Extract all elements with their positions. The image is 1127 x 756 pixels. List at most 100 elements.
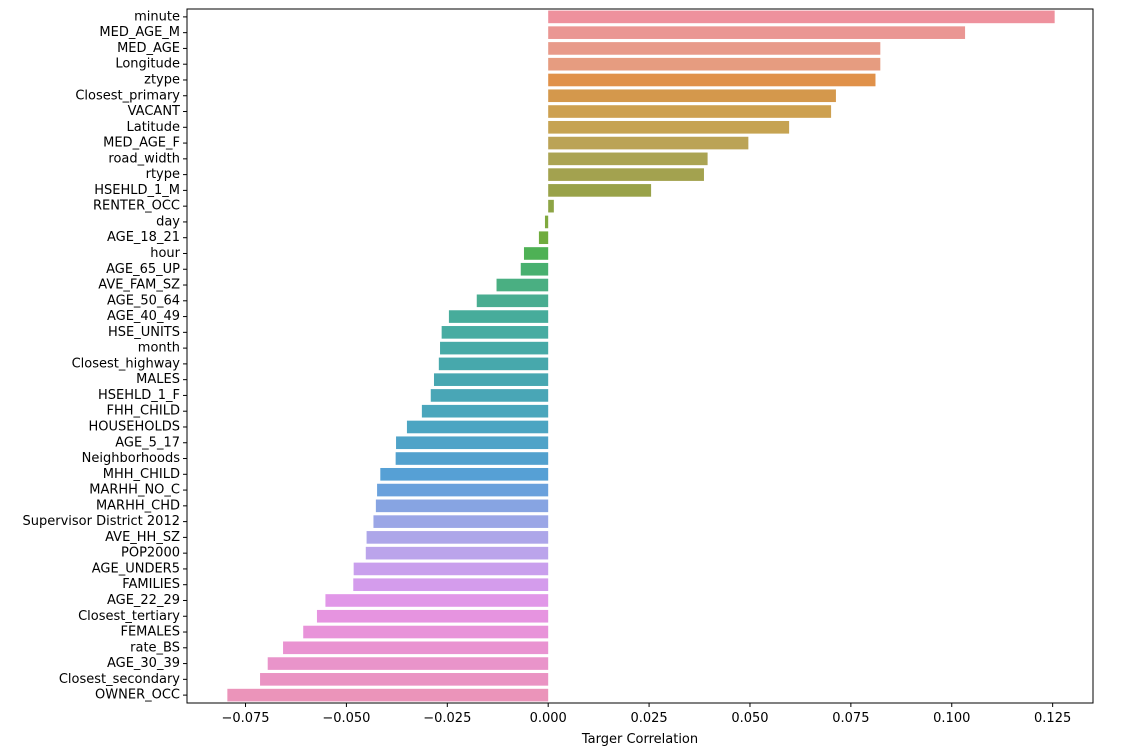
bar [325, 594, 549, 607]
bar [544, 215, 549, 229]
plot-frame [186, 8, 1094, 704]
bar [548, 136, 749, 150]
y-tick-label: MALES [136, 372, 180, 387]
x-axis-label: Targer Correlation [581, 732, 698, 747]
bar [440, 341, 549, 355]
y-tick-label: AGE_18_21 [107, 230, 180, 245]
bar [548, 57, 881, 71]
x-tick-label: 0.025 [630, 711, 667, 726]
bar [548, 168, 704, 181]
y-tick-label: MARHH_CHD [96, 498, 180, 513]
y-tick-label: HSE_UNITS [108, 325, 180, 340]
bar [395, 452, 549, 465]
y-tick-label: FHH_CHILD [107, 404, 180, 419]
y-tick-label: day [156, 214, 180, 229]
y-tick-label: AGE_50_64 [107, 293, 180, 308]
y-tick-label: ztype [144, 72, 180, 87]
bar [375, 499, 549, 513]
y-tick-label: MHH_CHILD [103, 467, 180, 482]
bar [548, 89, 836, 103]
y-tick-label: HSEHLD_1_M [94, 183, 180, 198]
y-tick-label: Supervisor District 2012 [22, 514, 180, 529]
bar [433, 373, 549, 386]
bar [283, 641, 549, 655]
bars-group [227, 10, 1055, 702]
y-tick-label: minute [134, 9, 180, 24]
y-tick-label: Neighborhoods [82, 451, 181, 466]
y-tick-label: Latitude [126, 120, 180, 135]
bar [303, 625, 549, 639]
bar [548, 184, 652, 197]
bar [316, 609, 549, 623]
y-tick-label: hour [150, 246, 180, 261]
x-tick-label: 0.125 [1034, 711, 1071, 726]
y-tick-label: road_width [108, 151, 180, 166]
bar [548, 120, 790, 134]
bar [267, 657, 549, 670]
bar [548, 105, 832, 118]
x-tick-label: −0.075 [221, 711, 269, 726]
bar [438, 357, 549, 371]
y-tick-label: AGE_UNDER5 [92, 561, 180, 576]
bar [548, 73, 876, 87]
x-tick-label: 0.100 [933, 711, 970, 726]
bar [520, 262, 549, 276]
y-tick-label: OWNER_OCC [95, 688, 180, 703]
y-tick-label: FAMILIES [122, 577, 180, 592]
y-tick-label: AGE_40_49 [107, 309, 180, 324]
y-tick-label: HSEHLD_1_F [98, 388, 180, 403]
bar [548, 199, 554, 213]
y-tick-label: AGE_22_29 [107, 593, 180, 608]
bar [373, 515, 549, 528]
y-axis-ticks: minuteMED_AGE_MMED_AGELongitudeztypeClos… [22, 9, 187, 703]
bar [421, 404, 549, 418]
y-tick-label: AGE_30_39 [107, 656, 180, 671]
bar [548, 26, 966, 39]
bar [441, 326, 549, 339]
bar [538, 231, 549, 245]
bar [406, 420, 549, 434]
y-tick-label: rate_BS [130, 640, 180, 655]
bar [353, 578, 549, 592]
bar [366, 531, 549, 544]
bar [476, 294, 549, 308]
x-tick-label: 0.075 [832, 711, 869, 726]
y-tick-label: Closest_tertiary [78, 609, 180, 624]
y-tick-label: AVE_FAM_SZ [98, 278, 180, 293]
y-tick-label: month [138, 341, 180, 356]
x-axis-ticks: −0.075 −0.050 −0.025 0.000 0.025 0.050 0.075 0.… [221, 703, 1071, 726]
y-tick-label: AGE_5_17 [115, 435, 180, 450]
bar [396, 436, 549, 450]
y-tick-label: AGE_65_UP [106, 262, 180, 277]
y-tick-label: FEMALES [120, 625, 180, 640]
y-tick-label: Closest_primary [75, 88, 180, 103]
y-tick-label: POP2000 [121, 546, 180, 561]
bar [227, 688, 549, 702]
x-tick-label: −0.050 [322, 711, 370, 726]
y-tick-label: RENTER_OCC [93, 199, 180, 214]
y-tick-label: MARHH_NO_C [89, 483, 180, 498]
x-tick-label: −0.025 [423, 711, 471, 726]
bar [365, 546, 549, 560]
bar [548, 42, 881, 55]
y-tick-label: Longitude [115, 57, 180, 72]
bar [548, 152, 708, 166]
y-tick-label: MED_AGE_M [99, 25, 180, 40]
y-tick-label: rtype [146, 167, 180, 182]
bar [448, 310, 549, 323]
y-tick-label: MED_AGE [117, 41, 180, 56]
x-tick-label: 0.050 [731, 711, 768, 726]
bar [523, 247, 549, 260]
bar [380, 467, 549, 481]
y-tick-label: Closest_highway [72, 356, 181, 371]
bar [260, 673, 549, 686]
y-tick-label: VACANT [128, 104, 180, 119]
bar [496, 278, 549, 292]
y-tick-label: HOUSEHOLDS [88, 419, 180, 434]
bar [353, 562, 549, 576]
y-tick-label: MED_AGE_F [103, 136, 180, 151]
bar [548, 10, 1055, 24]
x-tick-label: 0.000 [530, 711, 567, 726]
bar [377, 483, 549, 497]
